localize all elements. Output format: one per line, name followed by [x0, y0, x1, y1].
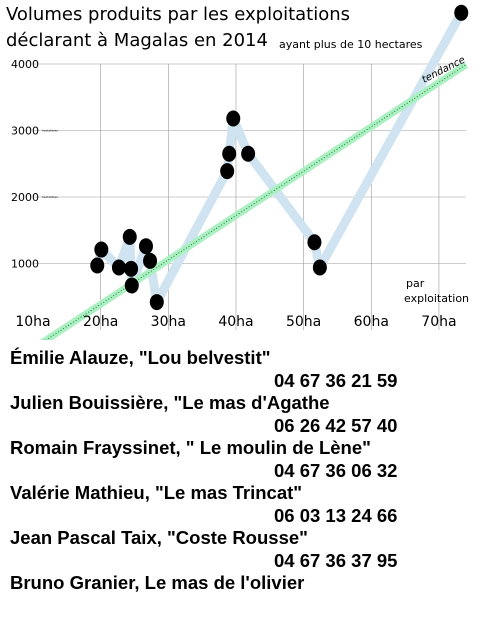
producer-phone: 04 67 36 21 59 — [274, 369, 398, 391]
x-tick-label: 10ha — [15, 314, 50, 330]
chart-subtitle: ayant plus de 10 hectares — [279, 38, 423, 51]
producer-phone: 04 67 36 37 95 — [274, 549, 398, 571]
producer-entry: Julien Bouissière, "Le mas d'Agathe 06 26… — [10, 392, 480, 437]
trend-line — [39, 61, 468, 340]
data-point — [111, 259, 126, 276]
producer-phone: 06 26 42 57 40 — [274, 414, 398, 436]
y-tick-label: 4000 — [11, 58, 39, 71]
data-point — [124, 277, 139, 294]
chart-grid — [33, 63, 466, 330]
data-point — [94, 241, 109, 258]
y-tick-label: 2000 — [11, 191, 39, 204]
data-point — [143, 252, 158, 269]
producer-name: Émilie Alauze, "Lou belvestit" — [10, 347, 271, 368]
producer-phone: 04 67 36 06 32 — [274, 459, 398, 481]
trend-dots — [45, 64, 467, 340]
chart-title-line-2: déclarant à Magalas en 2014 — [6, 30, 268, 51]
producer-phone: 06 03 13 24 66 — [274, 504, 398, 526]
data-point — [312, 259, 327, 276]
connecting-line — [92, 8, 466, 307]
x-axis-ticks: 10ha 20ha 30ha 40ha 50ha 60ha 70ha — [15, 314, 456, 330]
data-point — [90, 257, 105, 274]
producer-entry: Romain Frayssinet, " Le moulin de Lène" 0… — [10, 437, 480, 482]
data-point — [124, 260, 139, 277]
x-tick-label: 70ha — [421, 314, 456, 330]
y-tick-label: 1000 — [11, 258, 39, 271]
producer-name: Bruno Granier, Le mas de l'olivier — [10, 572, 305, 593]
chart-title-line-1: Volumes produits par les exploitations — [6, 4, 350, 25]
y-tick-label: 3000 — [11, 125, 39, 138]
trend-band — [39, 61, 468, 340]
data-point — [307, 234, 322, 251]
series-polyline — [92, 8, 466, 307]
data-points — [90, 4, 469, 311]
x-tick-label: 50ha — [286, 314, 321, 330]
data-point — [149, 294, 164, 311]
x-tick-label: 40ha — [218, 314, 253, 330]
y-tick-unit: hectolitres — [42, 129, 58, 133]
data-point — [138, 238, 153, 255]
producer-entry: Bruno Granier, Le mas de l'olivier — [10, 572, 480, 595]
data-point — [226, 110, 241, 127]
producer-entry: Valérie Mathieu, "Le mas Trincat" 06 03 1… — [10, 482, 480, 527]
data-point — [241, 145, 256, 162]
producer-list: Émilie Alauze, "Lou belvestit" 04 67 36 2… — [10, 347, 480, 595]
data-point — [122, 228, 137, 245]
producer-entry: Jean Pascal Taix, "Coste Rousse" 04 67 36… — [10, 527, 480, 572]
producer-name: Valérie Mathieu, "Le mas Trincat" — [10, 482, 303, 503]
data-point — [454, 4, 469, 21]
producer-entry: Émilie Alauze, "Lou belvestit" 04 67 36 2… — [10, 347, 480, 392]
producer-name: Julien Bouissière, "Le mas d'Agathe — [10, 392, 330, 413]
x-tick-label: 30ha — [151, 314, 186, 330]
producer-name: Romain Frayssinet, " Le moulin de Lène" — [10, 437, 371, 458]
data-point — [222, 145, 237, 162]
x-note-line-2: exploitation — [404, 292, 469, 305]
data-point — [220, 163, 235, 180]
x-tick-label: 60ha — [354, 314, 389, 330]
x-note-line-1: par — [406, 277, 425, 290]
x-tick-label: 20ha — [83, 314, 118, 330]
producer-name: Jean Pascal Taix, "Coste Rousse" — [10, 527, 308, 548]
y-tick-unit: hectolitres — [42, 195, 58, 199]
